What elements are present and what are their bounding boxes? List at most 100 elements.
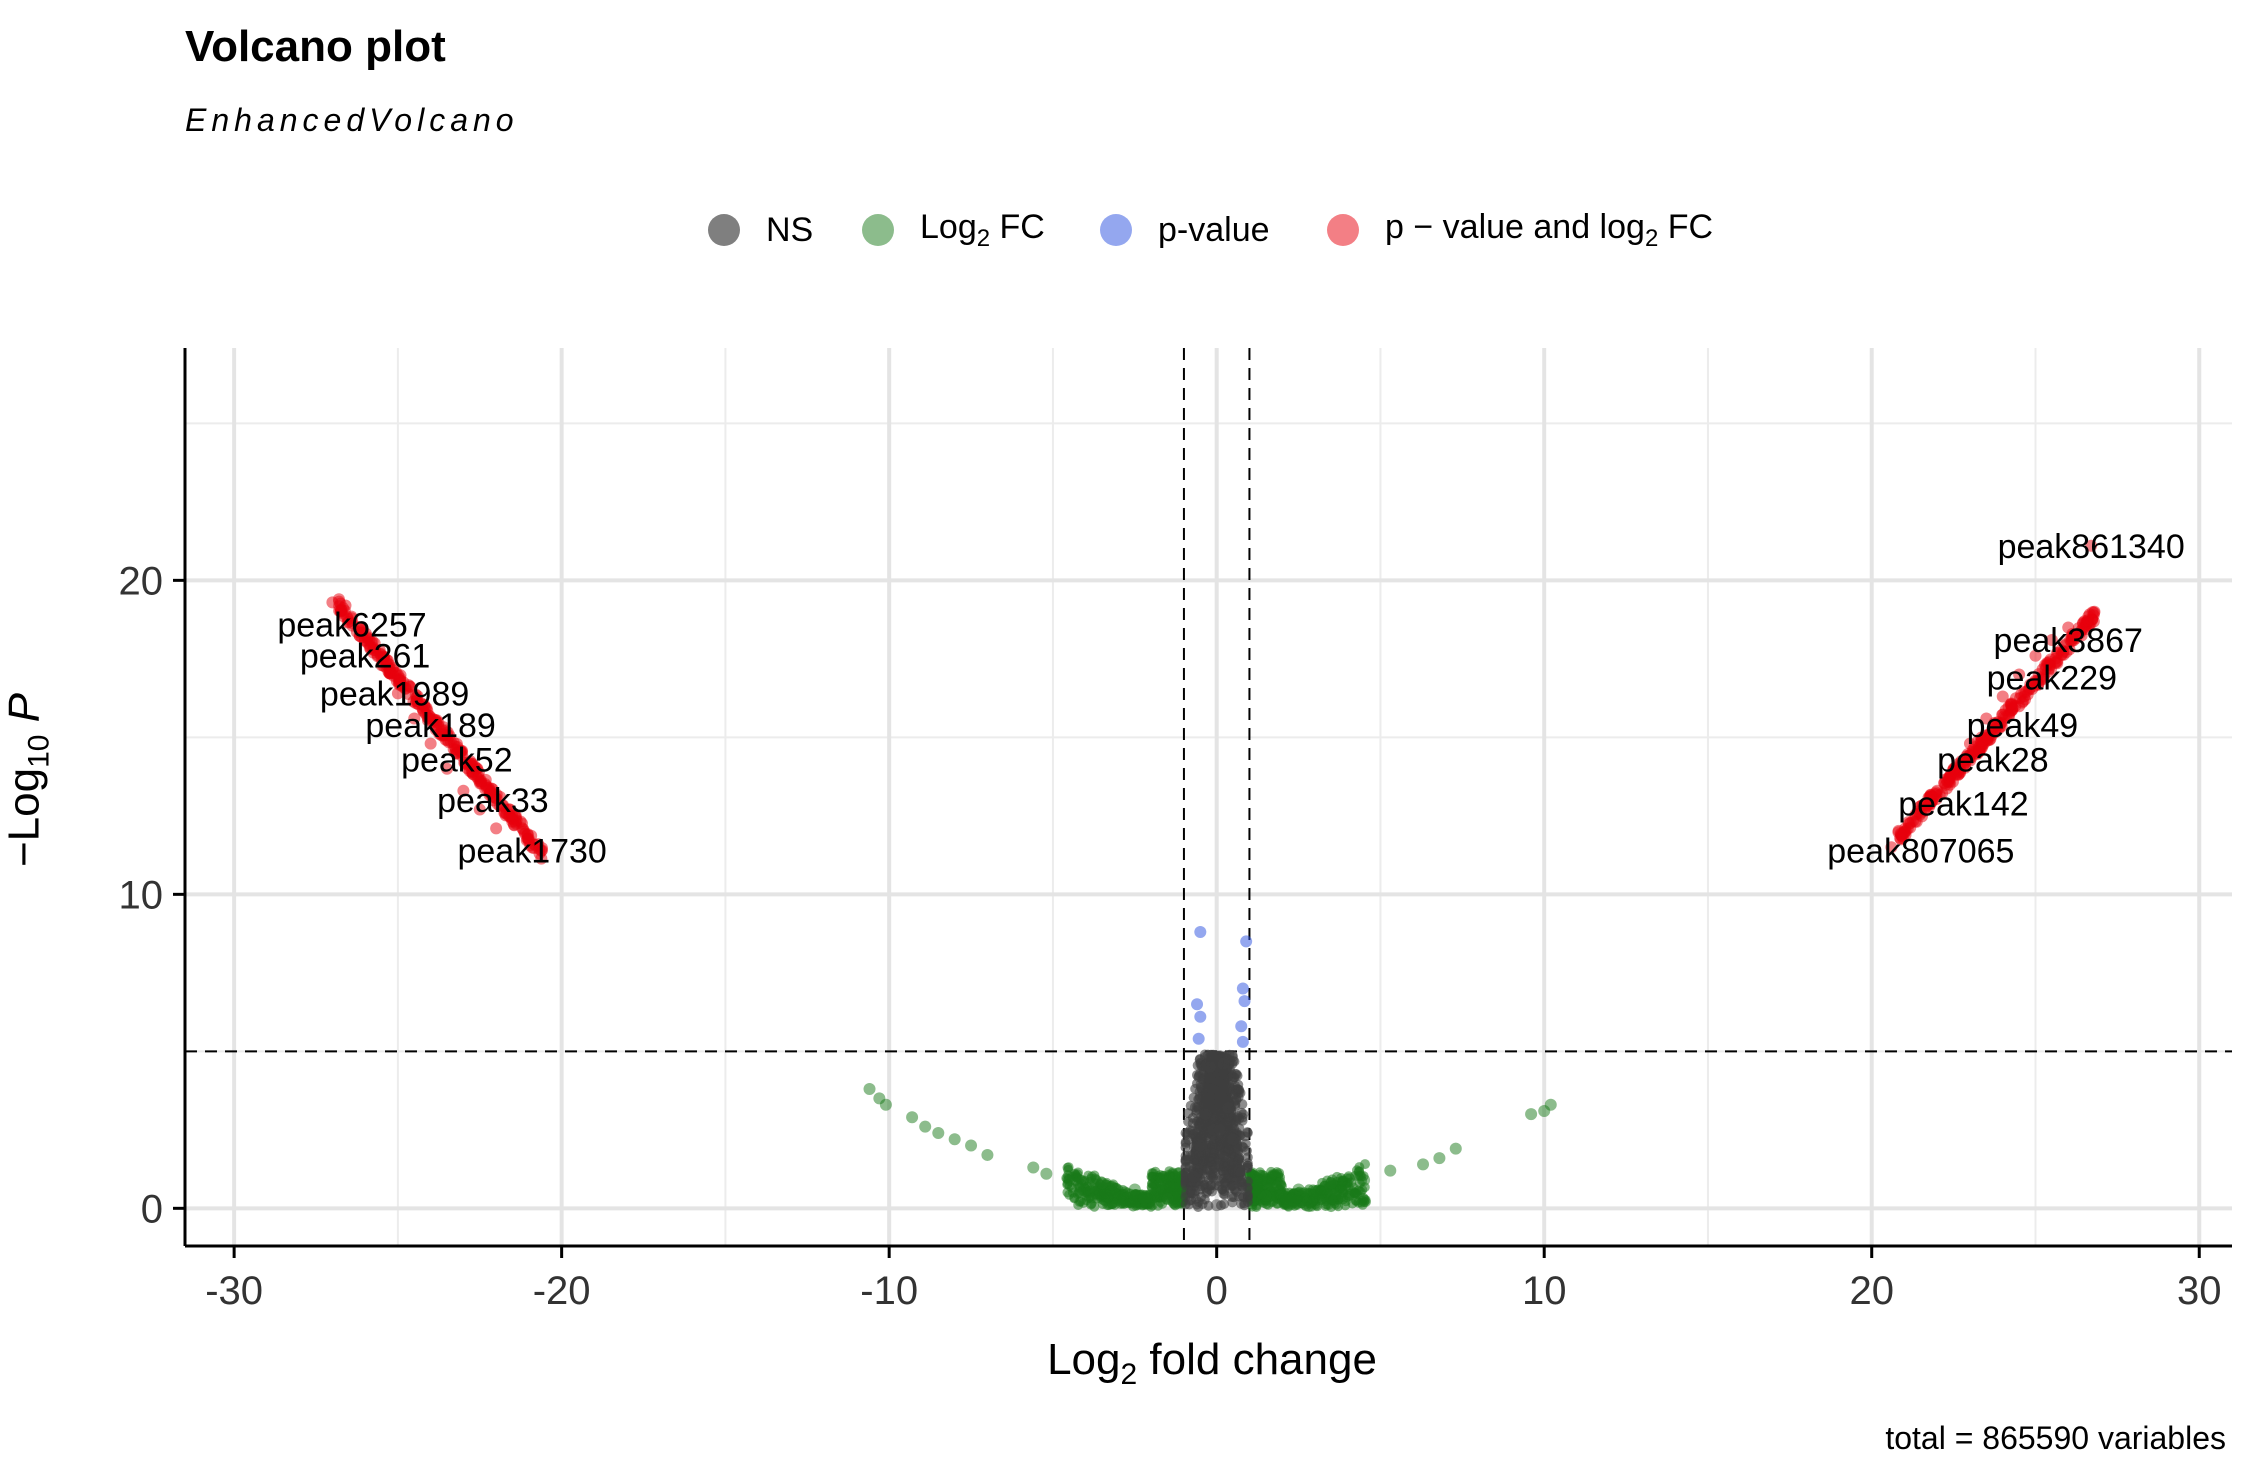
- point-ns: [1217, 1057, 1230, 1070]
- legend: NS Log2 FC p-value p − value and log2 FC: [0, 200, 2250, 260]
- point-label: peak52: [401, 741, 513, 779]
- point-p-value-and-log2-fc: [535, 844, 548, 857]
- point-p-value-and-log2-fc: [408, 712, 421, 725]
- point-log2-fc: [932, 1126, 945, 1139]
- point-log2fc: [1082, 1185, 1093, 1196]
- point-p-value-and-log2-fc: [1914, 806, 1927, 819]
- point-ns: [1180, 1161, 1191, 1172]
- point-ns: [1239, 1200, 1250, 1211]
- point-log2-fc: [1040, 1167, 1053, 1180]
- point-label: peak1730: [457, 832, 606, 870]
- point-ns: [1227, 1133, 1240, 1146]
- point-log2fc: [1276, 1181, 1287, 1192]
- point-log2-fc: [1292, 1183, 1305, 1196]
- point-label: peak33: [437, 782, 549, 820]
- legend-item-fc: Log2 FC: [862, 200, 1045, 260]
- point-log2-fc: [879, 1098, 892, 1111]
- point-label: peak49: [1967, 707, 2079, 745]
- x-tick-label: -30: [205, 1269, 263, 1313]
- point-log2fc: [1321, 1199, 1332, 1210]
- point-log2-fc: [1525, 1108, 1538, 1121]
- point-p-value-and-log2-fc: [522, 834, 535, 847]
- point-p-value-and-log2-fc: [1885, 841, 1898, 854]
- point-p-value: [1238, 995, 1251, 1008]
- point-log2fc: [1086, 1193, 1097, 1204]
- point-log2fc: [1350, 1188, 1361, 1199]
- point-p-value-and-log2-fc: [391, 687, 404, 700]
- point-ns: [1233, 1111, 1244, 1122]
- point-log2fc: [1292, 1194, 1303, 1205]
- point-label: peak1989: [320, 675, 469, 713]
- point-ns: [1218, 1168, 1229, 1179]
- point-log2-fc: [1096, 1177, 1109, 1190]
- point-log2fc: [1107, 1180, 1118, 1191]
- point-ns: [1204, 1156, 1215, 1167]
- point-p-value-and-log2-fc: [1947, 762, 1960, 775]
- point-log2fc: [1115, 1191, 1126, 1202]
- point-pfc: [1962, 748, 1975, 761]
- point-p-value: [1236, 982, 1249, 995]
- point-log2-fc: [981, 1148, 994, 1161]
- point-ns: [1222, 1101, 1235, 1114]
- point-p-value-and-log2-fc: [2045, 634, 2058, 647]
- point-ns: [1232, 1156, 1243, 1167]
- point-log2fc: [1266, 1170, 1277, 1181]
- y-tick-label: 10: [119, 873, 164, 917]
- point-p-value-and-log2-fc: [1898, 825, 1911, 838]
- point-p-value-and-log2-fc: [506, 812, 519, 825]
- point-log2fc: [1164, 1171, 1175, 1182]
- point-label: peak6257: [277, 606, 426, 644]
- point-ns: [1213, 1123, 1226, 1136]
- point-ns: [1219, 1178, 1230, 1189]
- point-log2fc: [1125, 1198, 1136, 1209]
- point-log2fc: [1337, 1176, 1348, 1187]
- point-ns: [1210, 1199, 1223, 1212]
- point-ns: [1231, 1086, 1242, 1097]
- point-pfc: [496, 799, 509, 812]
- point-ns: [1218, 1151, 1229, 1162]
- point-p-value: [1194, 926, 1207, 939]
- point-log2-fc: [863, 1083, 876, 1096]
- point-ns: [1199, 1108, 1212, 1121]
- point-pfc: [416, 704, 429, 717]
- point-ns: [1181, 1186, 1194, 1199]
- point-log2-fc: [1544, 1098, 1557, 1111]
- point-p-value-and-log2-fc: [1980, 712, 1993, 725]
- point-p-value-and-log2-fc: [1963, 737, 1976, 750]
- point-ns: [1194, 1139, 1207, 1152]
- legend-item-p: p-value: [1100, 200, 1270, 260]
- point-p-value-and-log2-fc: [375, 659, 388, 672]
- point-pfc: [341, 616, 354, 629]
- x-tick-label: 0: [1206, 1269, 1228, 1313]
- point-ns: [1199, 1194, 1210, 1205]
- point-ns: [1214, 1140, 1225, 1151]
- point-pfc: [2049, 656, 2062, 669]
- point-log2-fc: [1449, 1142, 1462, 1155]
- legend-item-pfc: p − value and log2 FC: [1327, 200, 1713, 260]
- point-log2-fc: [965, 1139, 978, 1152]
- point-ns: [1221, 1078, 1232, 1089]
- point-log2fc: [1170, 1200, 1181, 1211]
- point-log2fc: [1069, 1192, 1080, 1203]
- point-pfc: [450, 747, 463, 760]
- point-p-value-and-log2-fc: [2029, 649, 2042, 662]
- point-ns: [1224, 1111, 1235, 1122]
- point-log2fc: [1063, 1164, 1074, 1175]
- point-ns: [1187, 1170, 1200, 1183]
- point-log2-fc: [1325, 1177, 1338, 1190]
- point-log2fc: [1336, 1192, 1347, 1203]
- point-pfc: [1999, 711, 2012, 724]
- point-log2fc: [1147, 1182, 1158, 1193]
- point-ns: [1226, 1192, 1237, 1203]
- point-log2-fc: [906, 1111, 919, 1124]
- point-log2-fc: [1417, 1158, 1430, 1171]
- point-log2-fc: [1259, 1189, 1272, 1202]
- point-ns: [1213, 1091, 1224, 1102]
- point-pfc: [430, 719, 443, 732]
- point-p-value-and-log2-fc: [473, 803, 486, 816]
- legend-item-ns: NS: [708, 200, 813, 260]
- point-ns: [1240, 1131, 1251, 1142]
- point-pfc: [1974, 734, 1987, 747]
- chart-caption: total = 865590 variables: [1885, 1420, 2226, 1456]
